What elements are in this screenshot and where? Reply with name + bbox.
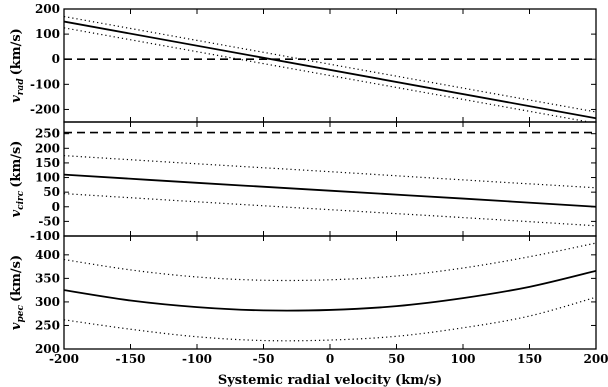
y-axis-label-subscript: pec: [16, 305, 26, 323]
x-tick-label: -200: [49, 352, 79, 366]
plot-frame: [63, 8, 597, 123]
y-tick-label: -200: [30, 102, 60, 116]
y-axis-label-subscript: rad: [16, 78, 26, 96]
y-axis-label-unit: (km/s): [9, 255, 24, 302]
y-tick-label: 250: [35, 318, 60, 332]
y-tick-label: 250: [35, 127, 60, 141]
series-line-solid: [64, 173, 596, 208]
x-tick-label: -100: [182, 352, 212, 366]
y-tick-label: 400: [35, 248, 60, 262]
y-axis-label-symbol: v: [9, 209, 24, 217]
y-axis-label: vpec (km/s): [9, 255, 26, 330]
panels: 2001000-100-200vrad(km/s)250200150100500…: [9, 2, 608, 366]
y-tick-label: 350: [35, 271, 60, 285]
plot-frame: [63, 235, 597, 350]
series-group: [64, 131, 596, 227]
y-tick-label: 50: [43, 185, 60, 199]
series-line-dotted: [64, 15, 596, 113]
y-tick-label: 200: [35, 2, 60, 16]
x-tick-label: -150: [115, 352, 145, 366]
y-axis-label-unit: (km/s): [9, 141, 24, 188]
y-tick-label: 300: [35, 295, 60, 309]
series-line-solid: [64, 269, 596, 312]
x-axis-label: Systemic radial velocity (km/s): [218, 373, 442, 387]
x-tick-label: 0: [326, 352, 334, 366]
y-tick-label: 150: [35, 156, 60, 170]
y-tick-label: 0: [52, 200, 60, 214]
y-tick-label: 200: [35, 342, 60, 356]
y-axis-label: vcirc (km/s): [9, 141, 26, 218]
series-line-dotted: [64, 242, 596, 282]
series-line-dotted: [64, 296, 596, 342]
x-tick-label: 50: [388, 352, 405, 366]
panel-top: 200 100 0 -100 -200 vrad (km/s): [9, 2, 597, 123]
x-tick-label: 200: [583, 352, 608, 366]
y-axis-label-unit: (km/s): [9, 28, 24, 75]
x-tick-label: 150: [517, 352, 542, 366]
y-tick-label: -100: [30, 229, 60, 243]
y-tick-label: 200: [35, 141, 60, 155]
y-axis-label-subscript: circ: [16, 190, 26, 210]
series-line-dotted: [64, 27, 593, 122]
x-tick-label: 100: [450, 352, 475, 366]
x-tick-label: -50: [253, 352, 275, 366]
series-group: [64, 15, 596, 122]
y-tick-label: 0: [52, 52, 60, 66]
series-line-dotted: [64, 193, 596, 227]
y-axis-label: vrad (km/s): [9, 28, 26, 103]
y-axis-label-symbol: v: [9, 322, 24, 330]
series-line-dotted: [64, 155, 596, 189]
y-tick-label: -50: [38, 214, 60, 228]
series-group: [64, 242, 596, 342]
series-line-solid: [64, 20, 596, 120]
y-axis-label-symbol: v: [9, 95, 24, 103]
y-tick-label: 100: [35, 171, 60, 185]
y-tick-label: 100: [35, 27, 60, 41]
y-tick-label: -100: [30, 77, 60, 91]
